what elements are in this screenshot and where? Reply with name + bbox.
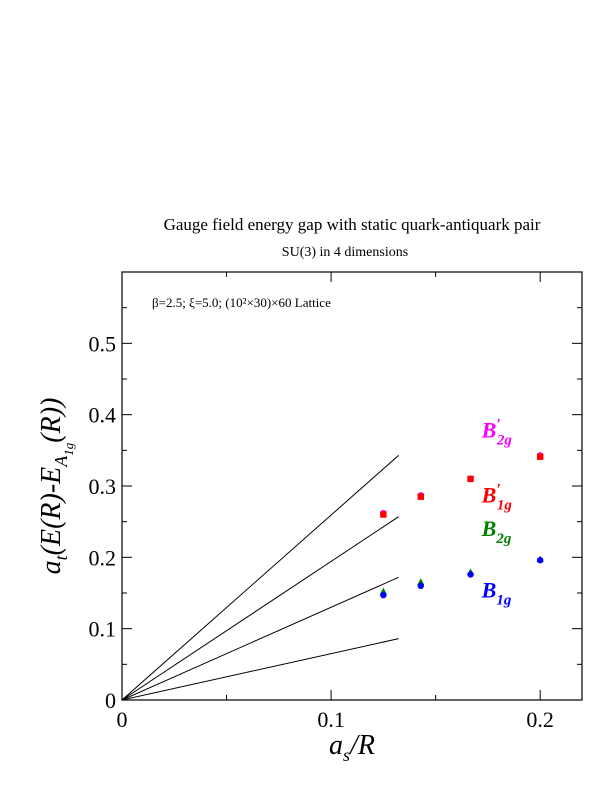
y-axis-label: at(E(R)-EA1g(R)): [36, 398, 76, 575]
plot-frame: [121, 271, 583, 701]
chart-subtitle: SU(3) in 4 dimensions: [282, 245, 408, 260]
y-axis-label-sub: t: [51, 554, 71, 560]
chart-annotation: β=2.5; ξ=5.0; (10²×30)×60 Lattice: [152, 295, 331, 310]
series-label-1: B′ 2g: [481, 416, 513, 448]
x-axis-label: as/R: [329, 730, 375, 765]
data-point-series-2: [417, 493, 424, 500]
x-axis-label-main: a: [329, 730, 343, 761]
reference-line-2: [121, 516, 399, 701]
data-point-series-4: [380, 591, 387, 599]
data-point-series-2: [536, 453, 544, 460]
x-tick-label: 0: [117, 707, 128, 732]
y-tick-label: 0.1: [89, 617, 117, 642]
y-tick-label: 0.5: [89, 331, 117, 356]
series-label-4: B1g: [481, 577, 512, 608]
data-point-series-4: [417, 582, 424, 590]
x-tick-label: 0.1: [317, 707, 345, 732]
y-tick-label: 0: [105, 688, 116, 713]
series-label-2: B′ 1g: [481, 481, 513, 513]
y-axis-label-subsub: 1g: [61, 442, 76, 456]
series-label-3: B2g: [481, 516, 512, 547]
reference-line-1: [121, 454, 399, 701]
reference-lines: [121, 454, 399, 701]
reference-line-3: [121, 576, 399, 701]
y-axis-label-rest: (E(R)-E: [36, 467, 67, 556]
axis-tick-labels: 0 0.1 0.2 0 0.1 0.2 0.3 0.4 0.5: [89, 331, 554, 732]
y-tick-label: 0.2: [89, 545, 117, 570]
x-axis-label-rest: /R: [348, 730, 375, 761]
data-point-series-2: [467, 475, 474, 483]
chart-title: Gauge field energy gap with static quark…: [164, 215, 541, 234]
y-axis-label-end: (R)): [36, 398, 67, 443]
axis-ticks: [121, 272, 582, 701]
data-points: [379, 452, 544, 599]
data-point-series-2: [380, 511, 387, 518]
y-axis-label-group: at(E(R)-EA1g(R)): [36, 398, 76, 575]
reference-line-4: [121, 638, 399, 701]
data-point-series-4: [536, 556, 544, 564]
y-axis-label-main: a: [36, 560, 67, 574]
x-tick-label: 0.2: [526, 707, 554, 732]
y-tick-label: 0.4: [89, 403, 117, 428]
y-tick-label: 0.3: [89, 474, 117, 499]
x-axis-label-sub: s: [343, 745, 350, 765]
data-point-series-4: [467, 571, 474, 578]
y-axis-label-sub2: A: [51, 455, 71, 468]
